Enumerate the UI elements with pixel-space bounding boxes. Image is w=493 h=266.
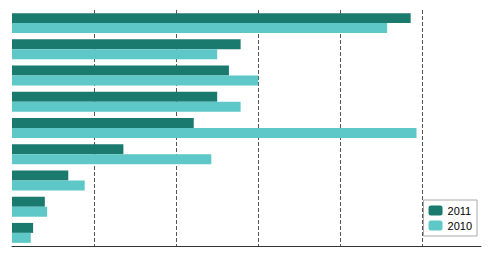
svg-text:2010: 2010 [448, 220, 472, 232]
svg-text:2011: 2011 [448, 205, 472, 217]
